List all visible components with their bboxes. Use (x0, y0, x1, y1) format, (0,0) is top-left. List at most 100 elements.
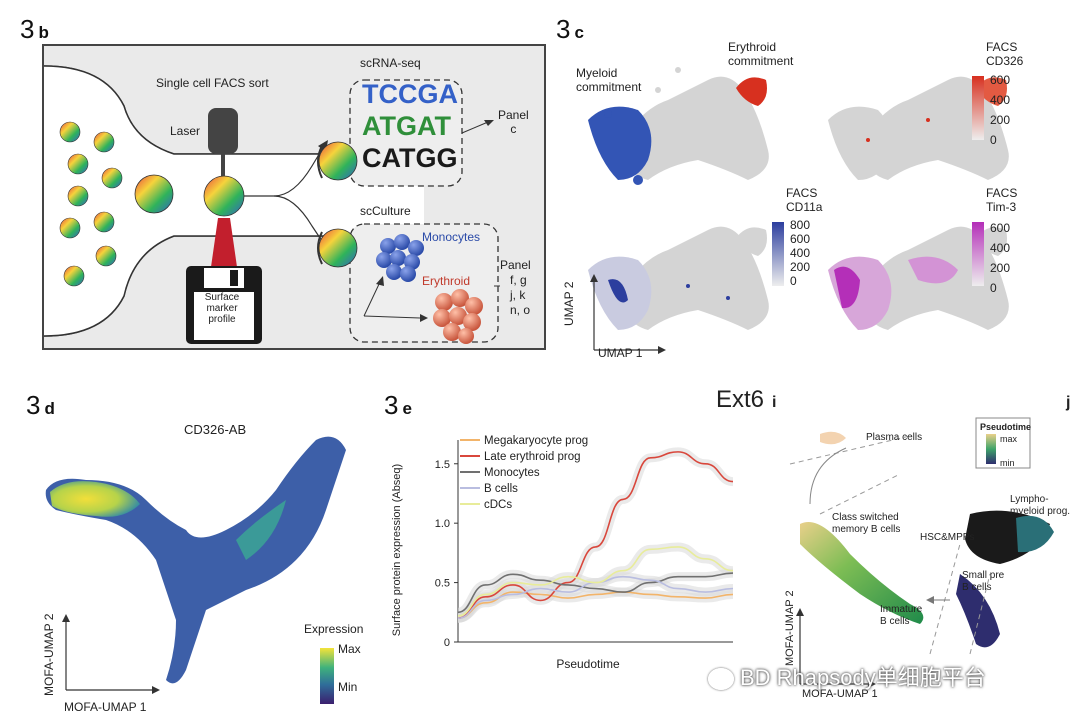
ext6-xlabel: MOFA-UMAP 1 (802, 688, 878, 700)
panel-b-schematic (42, 44, 546, 350)
lympho-line: myeloid prog. (1010, 506, 1071, 517)
pseudotime-min: min (1000, 458, 1015, 468)
lympho-label: Lympho-myeloid prog. (1010, 494, 1070, 518)
tim3-title-line: FACS (986, 186, 1018, 200)
erythroid-line: commitment (728, 54, 794, 68)
pseudotime-legend-title: Pseudotime (980, 422, 1032, 432)
class-switched-line: memory B cells (832, 524, 901, 535)
cd11a-title-line: FACS (786, 186, 818, 200)
facs-beam (210, 218, 238, 274)
panel-b-svg (43, 65, 500, 344)
tick-label: 0 (990, 281, 997, 295)
cd11a-title: FACS CD11a (786, 186, 822, 214)
panel-d-ylabel: MOFA-UMAP 2 (42, 613, 56, 696)
wechat-icon (708, 668, 734, 691)
tick-label: 600 (790, 232, 811, 246)
umap1-label: UMAP 1 (598, 346, 643, 360)
legend-entry: Monocytes (484, 467, 540, 479)
myeloid-label: Myeloid commitment (576, 66, 641, 94)
immature-line: Immature (880, 604, 923, 615)
small-pre-label: Small pre B cells (962, 570, 1004, 594)
facs-sort-title: Single cell FACS sort (156, 76, 269, 90)
y-tick-label: 1.0 (435, 518, 450, 530)
chart-xlabel: Pseudotime (556, 657, 620, 671)
class-switched-line: Class switched (832, 512, 899, 523)
series-line (457, 572, 734, 614)
lympho-line: Lympho- (1010, 494, 1049, 505)
ext6-ylabel: MOFA-UMAP 2 (784, 590, 796, 666)
floppy-label: Surface marker profile (192, 292, 252, 325)
pseudotime-max: max (1000, 434, 1018, 444)
tick-label: 800 (790, 218, 811, 232)
cell-group (59, 121, 245, 287)
tim3-title-line: Tim-3 (986, 200, 1017, 214)
expression-min: Min (338, 680, 358, 694)
hsc-label: HSC&MPPs (920, 532, 975, 543)
watermark-text: BD Rhapsody单细胞平台 (740, 665, 986, 690)
panel-e-chart: 0 0.5 1.0 1.5 Megakaryocyte prog Late erythr… (391, 435, 734, 671)
cd11a-title-line: CD11a (786, 200, 823, 214)
legend-entry: cDCs (484, 499, 512, 511)
umap-commitment (588, 67, 769, 185)
small-pre-cluster (956, 574, 1000, 648)
panel-list-reference: Panel f, g j, k n, o (500, 258, 531, 318)
y-tick-label: 0.5 (435, 578, 450, 590)
dna-row: CATGG (362, 143, 458, 173)
dna-sequence: TCCGA ATGAT CATGG (362, 78, 458, 174)
panel-list-line: j, k (510, 288, 526, 302)
panel-d-umap (45, 436, 346, 704)
plasma-cluster (820, 431, 846, 445)
tick-label: 600 (990, 221, 1011, 235)
erythroid-commit-label: Erythroid commitment (728, 40, 793, 68)
umap-hotspot (50, 481, 140, 517)
tick-label: 200 (990, 113, 1011, 127)
myeloid-line: Myeloid (576, 66, 618, 80)
series-line (457, 546, 734, 617)
immature-line: B cells (880, 616, 910, 627)
floppy-line: marker (206, 303, 238, 314)
erythroid-line: Erythroid (728, 40, 777, 54)
scculture-label: scCulture (360, 204, 411, 218)
panel-c-ref-line: c (510, 122, 517, 136)
pseudotime-legend (975, 417, 1031, 469)
small-pre-line: Small pre (962, 570, 1005, 581)
monocyte-cluster (376, 234, 424, 282)
cd326-ticks: 600 400 200 0 (990, 70, 1010, 150)
tick-label: 400 (790, 246, 811, 260)
erythroid-label: Erythroid (422, 274, 471, 288)
umap2-label: UMAP 2 (562, 281, 576, 326)
cd326-title: FACS CD326 (986, 40, 1023, 68)
expression-max: Max (338, 642, 361, 656)
scrnaseq-label: scRNA-seq (360, 56, 421, 70)
umap-cloud (45, 436, 346, 684)
chart-ylabel: Surface protein expression (Abseq) (391, 464, 403, 636)
panel-list-line: n, o (510, 303, 531, 317)
tim3-ticks: 600 400 200 0 (990, 218, 1010, 298)
panel-list-line: Panel (500, 258, 531, 272)
myeloid-line: commitment (576, 80, 642, 94)
ext6-j-label: j (1066, 394, 1071, 411)
umap-cd11a (588, 226, 769, 330)
monocytes-label: Monocytes (422, 230, 481, 244)
tim3-title: FACS Tim-3 (986, 186, 1017, 214)
tick-label: 600 (990, 73, 1011, 87)
tim3-colorbar (972, 222, 984, 286)
tick-label: 0 (790, 274, 797, 288)
cd11a-colorbar (772, 222, 784, 286)
watermark: BD Rhapsody单细胞平台 (708, 660, 986, 692)
floppy-line: Surface (204, 292, 240, 303)
series-line (457, 451, 734, 620)
laser-label: Laser (170, 124, 201, 138)
panel-c-ref-line: Panel (498, 108, 529, 122)
immature-label: Immature B cells (880, 604, 922, 628)
panel-d-title: CD326-AB (184, 422, 247, 437)
plasma-label: Plasma cells (866, 432, 923, 443)
expression-legend-title: Expression (304, 622, 364, 636)
tick-label: 0 (990, 133, 997, 147)
panel-d-xlabel: MOFA-UMAP 1 (64, 700, 147, 714)
legend-entry: B cells (484, 483, 518, 495)
